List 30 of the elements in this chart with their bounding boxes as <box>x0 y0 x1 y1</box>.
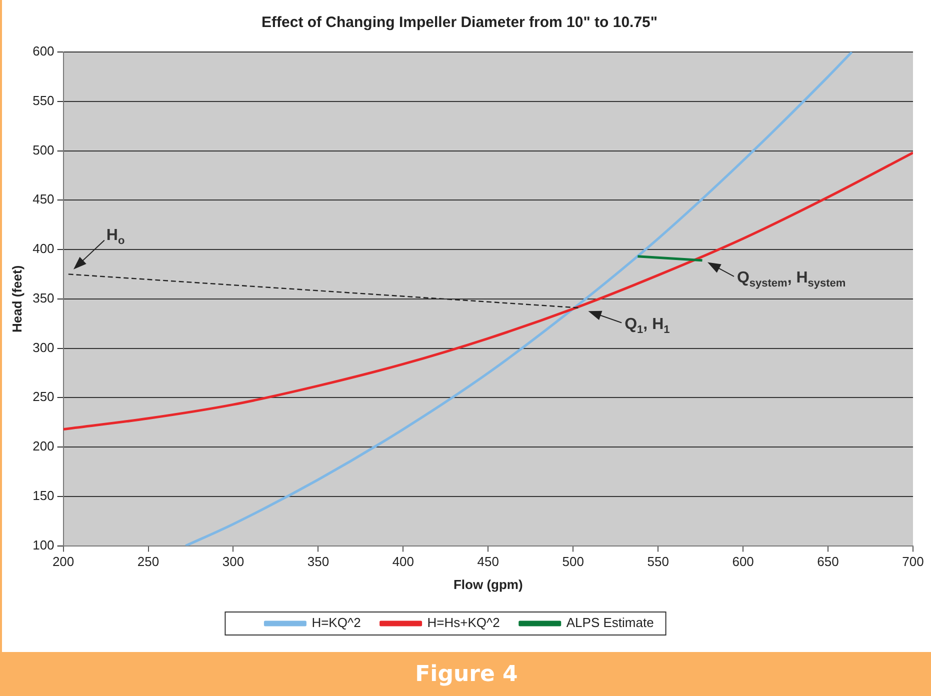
y-tick-label: 600 <box>32 44 54 59</box>
line-series <box>184 52 854 546</box>
y-tick-label: 450 <box>32 192 54 207</box>
y-tick-label: 350 <box>32 290 54 306</box>
x-tick-label: 250 <box>137 554 160 570</box>
x-tick-label: 650 <box>817 554 839 570</box>
legend-label: H=KQ^2 <box>312 615 361 630</box>
x-tick-label: 200 <box>52 554 74 570</box>
legend-label: H=Hs+KQ^2 <box>427 615 500 630</box>
x-tick-label: 300 <box>222 554 244 570</box>
x-axis-title: Flow (gpm) <box>453 576 523 592</box>
x-tick-label: 450 <box>477 554 499 570</box>
y-tick-label: 300 <box>32 340 54 355</box>
x-tick-label: 550 <box>647 554 669 570</box>
y-tick-label: 550 <box>32 92 54 108</box>
y-tick-label: 200 <box>32 438 54 454</box>
y-tick-label: 150 <box>32 488 54 503</box>
legend-label: ALPS Estimate <box>566 615 654 630</box>
y-tick-label: 400 <box>32 241 54 256</box>
x-tick-label: 400 <box>392 554 414 570</box>
x-tick-label: 700 <box>902 554 924 570</box>
x-tick-label: 350 <box>307 554 330 570</box>
caption: Figure 4 <box>2 652 931 696</box>
y-tick-label: 100 <box>32 537 54 552</box>
y-axis-title: Head (feet) <box>9 265 24 332</box>
chart-title: Effect of Changing Impeller Diameter from 10" to 10.75" <box>262 14 658 32</box>
y-tick-label: 500 <box>32 142 54 158</box>
x-tick-label: 600 <box>732 554 754 570</box>
x-tick-label: 500 <box>562 554 584 570</box>
y-tick-label: 250 <box>32 389 54 404</box>
